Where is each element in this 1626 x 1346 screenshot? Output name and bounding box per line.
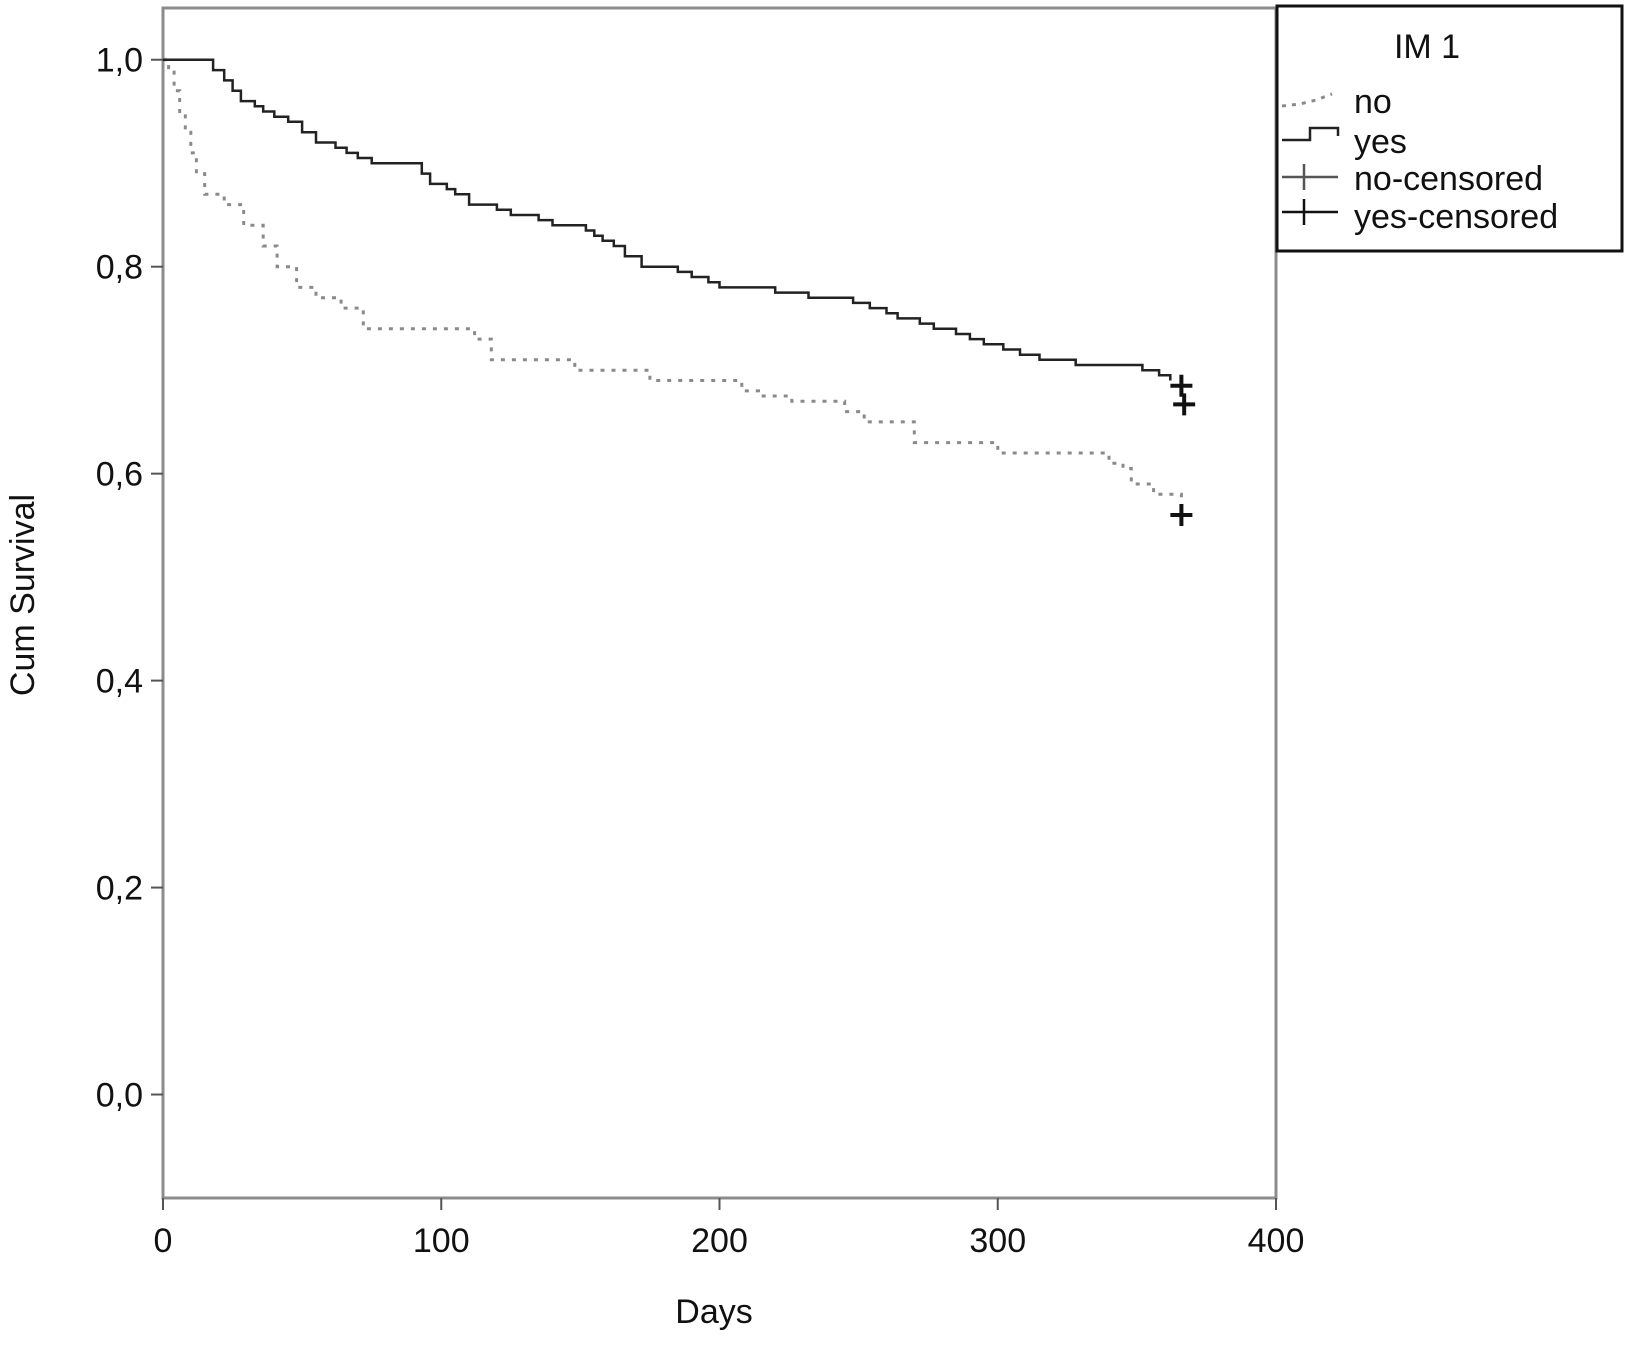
censor-marker-yes-0 xyxy=(1170,374,1193,397)
censor-marker-no-0 xyxy=(1170,504,1193,527)
x-tick-label-0: 0 xyxy=(154,1222,173,1260)
x-tick-label-200: 200 xyxy=(691,1222,748,1260)
legend-entry-yes-censored: yes-censored xyxy=(1282,198,1558,236)
legend-entry-yes: yes xyxy=(1282,123,1407,161)
series-layer xyxy=(163,58,1196,527)
legend: IM 1 no yes no-censored yes-censored xyxy=(1275,4,1624,253)
y-tick-label-0,4: 0,4 xyxy=(96,663,143,701)
y-axis-title: Cum Survival xyxy=(4,494,42,696)
legend-title: IM 1 xyxy=(1394,28,1460,66)
legend-entry-no: no xyxy=(1281,83,1392,121)
legend-no-dotted-swatch xyxy=(1281,92,1333,108)
y-tick-label-0,0: 0,0 xyxy=(96,1077,143,1115)
x-axis-title: Days xyxy=(675,1293,752,1331)
y-axis: 0,0 0,2 0,4 0,6 0,8 1,0 xyxy=(96,42,163,1115)
y-tick-label-0,8: 0,8 xyxy=(96,249,143,287)
legend-no-censored-plus-icon xyxy=(1282,164,1338,190)
legend-label-yes: yes xyxy=(1354,123,1407,161)
x-tick-label-400: 400 xyxy=(1248,1222,1305,1260)
censor-marker-yes-1 xyxy=(1173,393,1196,416)
x-axis: 0 100 200 300 400 xyxy=(154,1198,1305,1260)
y-tick-label-0,6: 0,6 xyxy=(96,456,143,494)
x-tick-label-300: 300 xyxy=(969,1222,1026,1260)
legend-box xyxy=(1275,4,1624,253)
legend-label-yes-censored: yes-censored xyxy=(1354,198,1558,236)
plot-frame xyxy=(161,6,1278,1200)
y-tick-label-0,2: 0,2 xyxy=(96,870,143,908)
legend-yes-step-swatch xyxy=(1282,126,1340,142)
legend-label-no-censored: no-censored xyxy=(1354,160,1543,198)
legend-yes-censored-plus-icon xyxy=(1282,199,1338,225)
legend-label-no: no xyxy=(1354,83,1392,121)
series-line-yes xyxy=(163,58,1172,381)
legend-entry-no-censored: no-censored xyxy=(1282,160,1543,198)
x-tick-label-100: 100 xyxy=(413,1222,470,1260)
y-tick-label-1,0: 1,0 xyxy=(96,42,143,80)
